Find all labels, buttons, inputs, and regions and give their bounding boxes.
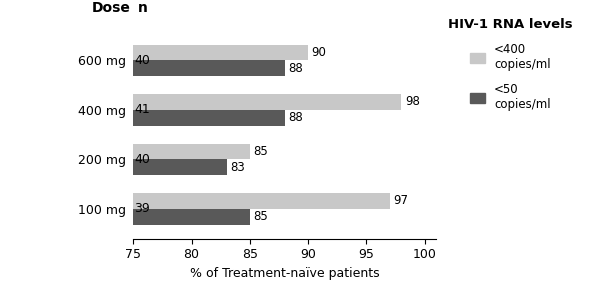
Bar	[133, 209, 250, 225]
Bar	[133, 94, 401, 110]
Text: 40: 40	[135, 54, 150, 67]
Text: 83: 83	[230, 161, 245, 174]
Legend: <400
copies/ml, <50
copies/ml: <400 copies/ml, <50 copies/ml	[448, 18, 573, 111]
Text: 97: 97	[393, 194, 408, 207]
Text: 90: 90	[311, 46, 327, 59]
Bar	[133, 193, 390, 209]
Text: 98: 98	[405, 95, 420, 109]
Text: 85: 85	[253, 145, 268, 158]
Text: 88: 88	[288, 111, 303, 124]
Text: 85: 85	[253, 210, 268, 223]
Text: Dose: Dose	[92, 1, 130, 15]
Text: n: n	[138, 1, 147, 15]
Bar	[133, 61, 285, 76]
Text: 41: 41	[135, 103, 150, 116]
Text: 88: 88	[288, 62, 303, 75]
X-axis label: % of Treatment-naïve patients: % of Treatment-naïve patients	[190, 267, 379, 280]
Bar	[133, 143, 250, 159]
Text: 40: 40	[135, 153, 150, 166]
Bar	[133, 110, 285, 126]
Bar	[133, 45, 308, 61]
Text: 39: 39	[135, 203, 150, 215]
Bar	[133, 159, 227, 175]
